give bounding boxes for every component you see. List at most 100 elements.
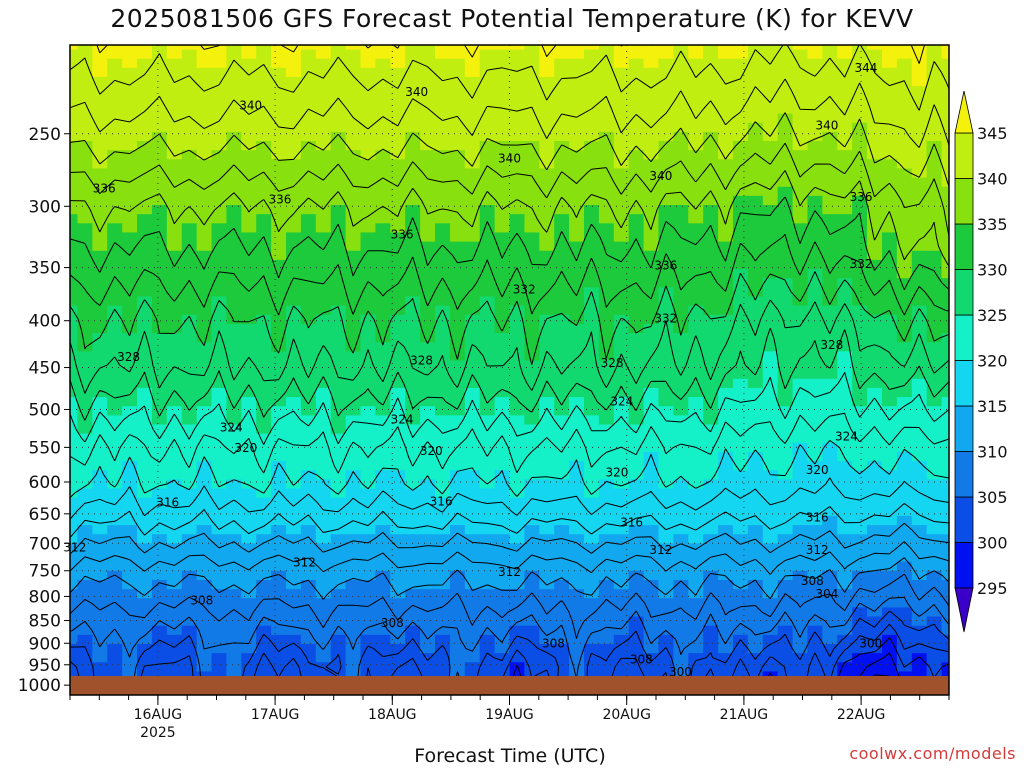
field-cell xyxy=(420,387,436,398)
field-cell xyxy=(375,589,392,600)
field-cell xyxy=(151,259,168,270)
field-cell xyxy=(658,607,675,618)
field-cell xyxy=(598,250,615,261)
field-cell xyxy=(807,470,824,481)
field-cell xyxy=(464,570,481,581)
field-cell xyxy=(926,451,943,462)
field-cell xyxy=(926,634,943,645)
field-cell xyxy=(107,561,123,572)
field-cell xyxy=(747,397,764,408)
field-cell xyxy=(703,643,719,654)
field-cell xyxy=(524,561,541,572)
field-cell xyxy=(196,598,213,609)
field-cell xyxy=(554,241,570,252)
field-cell xyxy=(151,305,168,316)
field-cell xyxy=(122,643,138,654)
field-cell xyxy=(449,278,466,289)
field-cell xyxy=(867,214,883,225)
field-cell xyxy=(554,58,570,69)
field-cell xyxy=(896,488,913,499)
field-cell xyxy=(628,296,645,307)
field-cell xyxy=(271,406,287,417)
field-cell xyxy=(881,168,898,179)
field-cell xyxy=(420,598,436,609)
field-cell xyxy=(747,314,764,325)
field-cell xyxy=(241,561,258,572)
field-cell xyxy=(256,598,272,609)
field-cell xyxy=(762,534,779,545)
field-cell xyxy=(881,141,898,151)
field-cell xyxy=(554,351,570,362)
field-cell xyxy=(837,470,853,481)
field-cell xyxy=(345,131,362,142)
field-cell xyxy=(747,607,764,618)
field-cell xyxy=(747,168,764,179)
field-cell xyxy=(777,342,794,353)
field-cell xyxy=(494,49,511,60)
field-cell xyxy=(166,561,183,572)
colorbar-label: 315 xyxy=(977,397,1008,416)
field-cell xyxy=(479,451,496,462)
field-cell xyxy=(122,488,138,499)
field-cell xyxy=(151,141,168,151)
field-cell xyxy=(747,58,764,69)
field-cell xyxy=(122,159,138,170)
field-cell xyxy=(539,342,555,353)
field-cell xyxy=(449,250,466,261)
field-cell xyxy=(360,104,377,115)
field-cell xyxy=(435,333,451,344)
field-cell xyxy=(464,86,481,97)
field-cell xyxy=(613,122,630,133)
field-cell xyxy=(643,534,660,545)
field-cell xyxy=(881,369,898,380)
field-cell xyxy=(375,323,392,334)
field-cell xyxy=(271,195,287,206)
field-cell xyxy=(881,67,898,78)
field-cell xyxy=(92,195,109,206)
field-cell xyxy=(762,214,779,225)
field-cell xyxy=(92,607,109,618)
field-cell xyxy=(688,95,704,106)
field-cell xyxy=(271,451,287,462)
field-cell xyxy=(881,488,898,499)
field-cell xyxy=(107,351,123,362)
field-cell xyxy=(449,259,466,270)
field-cell xyxy=(658,269,675,279)
field-cell xyxy=(673,433,690,444)
field-cell xyxy=(405,168,421,179)
field-cell xyxy=(583,470,600,481)
field-cell xyxy=(449,424,466,435)
field-cell xyxy=(643,259,660,270)
contour-line xyxy=(512,637,949,676)
field-cell xyxy=(822,214,839,225)
field-cell xyxy=(703,168,719,179)
field-cell xyxy=(166,269,183,279)
field-cell xyxy=(881,49,898,60)
field-cell xyxy=(598,461,615,472)
field-cell xyxy=(792,570,809,581)
field-cell xyxy=(941,67,949,78)
field-cell xyxy=(747,451,764,462)
credit-link[interactable]: coolwx.com/models xyxy=(849,744,1016,763)
field-cell xyxy=(420,86,436,97)
field-cell xyxy=(211,415,228,426)
field-cell xyxy=(256,671,272,676)
contour-line xyxy=(70,196,949,291)
field-cell xyxy=(539,406,555,417)
field-cell xyxy=(688,287,704,298)
field-cell xyxy=(852,442,868,453)
field-cell xyxy=(941,104,949,115)
field-cell xyxy=(345,113,362,124)
field-cell xyxy=(137,186,153,197)
field-cell xyxy=(151,95,168,106)
field-cell xyxy=(867,342,883,353)
field-cell xyxy=(70,589,79,600)
field-cell xyxy=(539,205,555,215)
field-cell xyxy=(941,616,949,627)
field-cell xyxy=(718,150,734,161)
field-cell xyxy=(271,58,287,69)
field-cell xyxy=(703,223,719,234)
field-cell xyxy=(524,113,541,124)
field-cell xyxy=(226,625,243,636)
field-cell xyxy=(464,104,481,115)
